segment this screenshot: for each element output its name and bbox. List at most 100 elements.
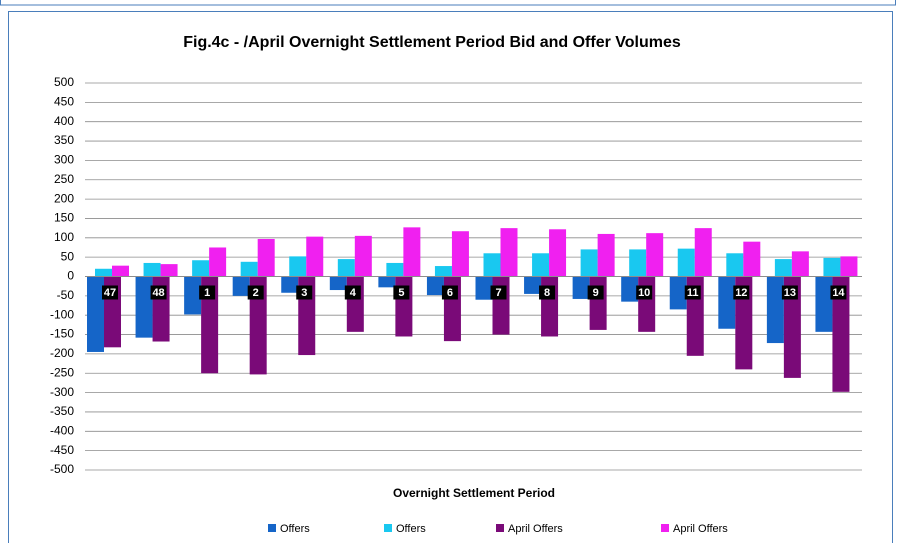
category-label-box bbox=[733, 285, 750, 300]
bar bbox=[289, 256, 307, 277]
y-tick-label: 100 bbox=[54, 230, 74, 244]
bar bbox=[646, 233, 664, 277]
bar bbox=[112, 265, 129, 277]
x-tick-label: 5 bbox=[398, 287, 404, 299]
x-tick-label: 1 bbox=[204, 287, 210, 299]
bar bbox=[281, 276, 299, 293]
legend-label: Offers bbox=[280, 523, 310, 535]
x-tick-label: 10 bbox=[638, 287, 650, 299]
bar bbox=[621, 276, 639, 302]
bar bbox=[135, 276, 153, 338]
bar bbox=[500, 228, 518, 277]
bar bbox=[840, 256, 858, 277]
y-tick-label: -250 bbox=[50, 365, 74, 379]
bar bbox=[629, 249, 647, 277]
bar bbox=[597, 233, 615, 277]
bar bbox=[524, 276, 542, 294]
bar bbox=[434, 266, 452, 277]
bar bbox=[572, 276, 590, 299]
bar bbox=[475, 276, 493, 300]
category-label-box bbox=[636, 285, 653, 300]
bar bbox=[426, 276, 444, 296]
y-tick-label: 300 bbox=[54, 153, 74, 167]
bar bbox=[87, 276, 104, 352]
category-label-box bbox=[490, 285, 507, 300]
bar bbox=[249, 276, 267, 375]
y-tick-label: 500 bbox=[54, 75, 74, 89]
chart-title: Fig.4c - /April Overnight Settlement Per… bbox=[183, 34, 681, 51]
legend-swatch bbox=[384, 524, 392, 532]
bar bbox=[354, 235, 372, 277]
x-tick-label: 12 bbox=[735, 287, 747, 299]
x-tick-label: 7 bbox=[495, 287, 501, 299]
x-tick-label: 14 bbox=[832, 287, 845, 299]
y-tick-label: 450 bbox=[54, 95, 74, 109]
y-tick-label: -200 bbox=[50, 346, 74, 360]
bar bbox=[589, 276, 607, 330]
bar bbox=[395, 276, 413, 337]
top-frame bbox=[0, 0, 896, 6]
bar bbox=[184, 276, 202, 315]
bar bbox=[192, 260, 210, 277]
category-label-box bbox=[247, 285, 264, 300]
bar bbox=[386, 262, 404, 277]
bar bbox=[774, 259, 792, 277]
legend-swatch bbox=[496, 524, 504, 532]
legend-label: Offers bbox=[396, 523, 426, 535]
category-label-box bbox=[393, 285, 410, 300]
bar bbox=[337, 259, 355, 277]
bar bbox=[823, 257, 841, 277]
x-axis-title: Overnight Settlement Period bbox=[393, 486, 555, 500]
y-tick-label: -500 bbox=[50, 462, 74, 476]
category-label-box bbox=[344, 285, 361, 300]
bar bbox=[403, 227, 421, 277]
bar bbox=[306, 236, 324, 277]
legend-label: April Offers bbox=[508, 523, 563, 535]
category-label-box bbox=[684, 285, 701, 300]
legend-swatch bbox=[268, 524, 276, 532]
y-tick-label: -350 bbox=[50, 404, 74, 418]
bar bbox=[346, 276, 364, 332]
bar bbox=[677, 248, 695, 277]
legend-label: April Offers bbox=[673, 523, 728, 535]
bar bbox=[95, 268, 112, 277]
y-tick-label: 400 bbox=[54, 114, 74, 128]
category-label-box bbox=[587, 285, 604, 300]
bar bbox=[378, 276, 396, 288]
y-tick-label: -50 bbox=[57, 288, 75, 302]
bar bbox=[791, 251, 809, 277]
bar bbox=[541, 276, 559, 337]
x-tick-label: 4 bbox=[350, 287, 357, 299]
x-tick-label: 47 bbox=[104, 287, 116, 299]
y-tick-label: 350 bbox=[54, 133, 74, 147]
category-label-box bbox=[102, 285, 118, 300]
y-tick-label: -450 bbox=[50, 443, 74, 457]
bar bbox=[257, 238, 275, 277]
bar bbox=[143, 262, 161, 277]
bar bbox=[329, 276, 347, 291]
category-label-box bbox=[539, 285, 556, 300]
bar bbox=[832, 276, 850, 392]
x-tick-label: 11 bbox=[687, 287, 699, 299]
bar bbox=[694, 228, 712, 277]
category-label-box bbox=[150, 285, 167, 300]
y-tick-label: 200 bbox=[54, 191, 74, 205]
bar bbox=[669, 276, 687, 310]
category-label-box bbox=[296, 285, 313, 300]
y-tick-label: 0 bbox=[67, 269, 74, 283]
bar bbox=[240, 261, 258, 277]
bar bbox=[209, 247, 227, 277]
y-tick-label: -300 bbox=[50, 385, 74, 399]
x-tick-label: 8 bbox=[544, 287, 550, 299]
category-label-box bbox=[830, 285, 847, 300]
category-label-box bbox=[199, 285, 216, 300]
bar bbox=[766, 276, 784, 344]
bar bbox=[549, 229, 567, 277]
x-tick-label: 9 bbox=[593, 287, 599, 299]
bar bbox=[726, 253, 744, 277]
category-label-box bbox=[781, 285, 798, 300]
bar bbox=[160, 264, 178, 277]
legend-swatch bbox=[661, 524, 669, 532]
bar bbox=[743, 241, 761, 277]
